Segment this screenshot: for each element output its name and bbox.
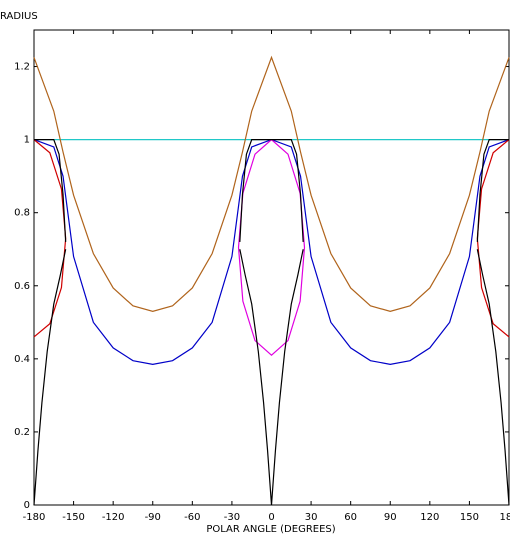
x-tick-label: 120 [420,512,439,523]
line-series [33,139,510,338]
y-tick-label: 0 [24,500,30,511]
y-tick-label: 1 [24,135,30,146]
x-tick-label: 0 [268,512,274,523]
x-tick-label: -120 [102,512,125,523]
x-axis-label: POLAR ANGLE (DEGREES) [206,524,335,535]
line-series [33,55,510,312]
plot-frame [33,29,510,506]
y-tick-label: 0.2 [14,427,30,438]
x-tick-label: -60 [184,512,200,523]
y-tick-label: 0.8 [14,208,30,219]
x-tick-label: -90 [145,512,161,523]
y-tick-label: 0.6 [14,281,30,292]
line-series [33,138,510,365]
y-axis-label: RADIUS [0,11,38,22]
x-tick-label: -30 [224,512,240,523]
x-tick-label: 30 [305,512,318,523]
x-tick-label: 60 [344,512,357,523]
y-tick-label: 0.4 [14,354,30,365]
line-series [33,139,510,506]
x-tick-label: -180 [23,512,46,523]
y-tick-label: 1.2 [14,62,30,73]
x-tick-label: 150 [460,512,479,523]
x-tick-label: -150 [62,512,85,523]
x-tick-label: 180 [499,512,510,523]
x-tick-label: 90 [384,512,397,523]
line-series [237,139,306,356]
